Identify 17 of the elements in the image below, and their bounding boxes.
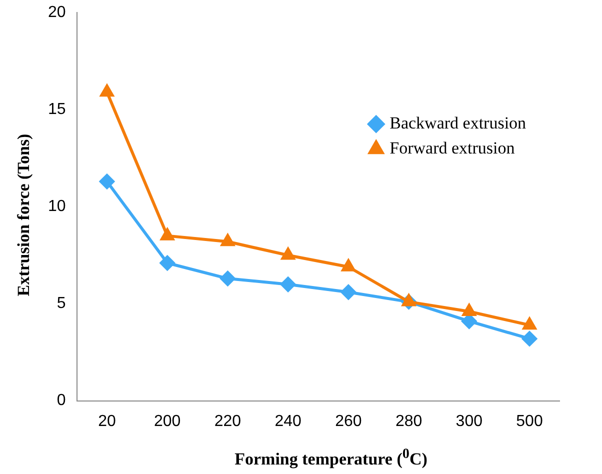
x-axis-title: Forming temperature ($^{0}$C) (234, 446, 428, 470)
x-tick-label: 240 (274, 412, 302, 430)
x-tick-label: 220 (214, 412, 242, 430)
x-tick-label: 300 (456, 412, 483, 430)
legend-label: Backward extrusion (390, 114, 527, 133)
x-tick-label: 200 (154, 412, 181, 430)
y-axis-title: Extrusion force (Tons) (14, 134, 34, 296)
x-tick-label: 20 (98, 412, 116, 430)
x-tick-label: 500 (516, 412, 543, 430)
y-tick-label: 20 (48, 4, 66, 22)
legend-label: Forward extrusion (390, 138, 516, 158)
y-tick-label: 10 (48, 198, 66, 216)
y-tick-label: 15 (48, 101, 66, 118)
y-tick-label: 0 (56, 392, 66, 410)
y-tick-label: 5 (56, 295, 66, 312)
x-tick-label: 280 (395, 412, 422, 430)
x-tick-label: 260 (335, 412, 362, 430)
